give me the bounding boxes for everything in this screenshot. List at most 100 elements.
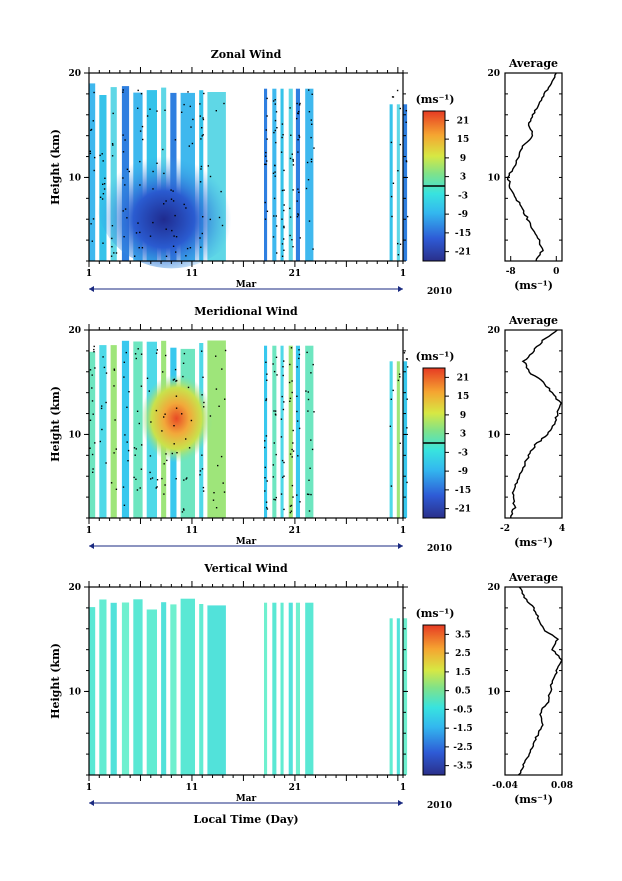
data-column: [133, 599, 143, 775]
data-column: [396, 361, 400, 518]
data-column: [288, 88, 293, 261]
data-column: [288, 602, 293, 775]
average-x-tick-label: 4: [559, 524, 565, 534]
colorbar-unit: (ms⁻¹): [416, 93, 455, 106]
average-profile-line: [517, 586, 563, 776]
average-frame: [504, 329, 563, 519]
colorbar-tick-label: 3.5: [455, 630, 471, 640]
x-tick-label: 1: [400, 269, 406, 279]
data-column: [389, 361, 393, 518]
y-axis-label: Height (km): [49, 129, 62, 205]
zero-contour: [89, 89, 409, 257]
month-label: Mar: [236, 537, 257, 547]
data-column: [280, 602, 284, 775]
y-axis-label: Height (km): [49, 386, 62, 462]
colorbar-tick-label: 1.5: [455, 668, 471, 678]
average-y-tick-label: 20: [487, 326, 500, 336]
data-column: [99, 345, 107, 518]
wind-core: [131, 369, 222, 479]
x-tick-label: 1: [86, 526, 92, 536]
month-label: Mar: [236, 794, 257, 804]
average-y-tick-label: 10: [487, 430, 500, 440]
data-column: [295, 88, 300, 261]
data-column: [288, 345, 293, 518]
average-y-tick-label: 10: [487, 687, 500, 697]
colorbar-tick-label: -21: [455, 505, 471, 515]
colorbar-tick-label: 21: [457, 116, 470, 126]
colorbar-tick-label: -1.5: [453, 724, 472, 734]
x-tick-label: 1: [400, 526, 406, 536]
x-tick-label: 11: [186, 526, 199, 536]
average-y-tick-label: 20: [487, 583, 500, 593]
average-x-tick-label: 0.08: [551, 781, 573, 791]
data-column: [121, 340, 130, 518]
colorbar-tick-label: -3: [458, 448, 468, 458]
average-frame: [504, 586, 563, 776]
y-tick-label: 10: [68, 173, 81, 183]
y-axis-label: Height (km): [49, 643, 62, 719]
colorbar-tick-label: -3.5: [453, 762, 472, 772]
colorbar-tick-label: 9: [460, 154, 466, 164]
x-tick-label: 11: [186, 269, 199, 279]
x-tick-label: 1: [86, 269, 92, 279]
data-column: [389, 104, 393, 261]
data-column: [280, 345, 284, 518]
data-column: [305, 602, 314, 775]
colorbar-tick-label: 3: [460, 430, 466, 440]
x-tick-label: 1: [86, 783, 92, 793]
colorbar-tick-label: 9: [460, 411, 466, 421]
colorbar-tick-label: 3: [460, 173, 466, 183]
data-column: [121, 602, 130, 775]
colorbar-tick-label: 21: [457, 373, 470, 383]
data-column: [110, 602, 117, 775]
average-title: Average: [508, 571, 558, 584]
data-column: [403, 361, 408, 518]
average-y-tick-label: 20: [487, 69, 500, 79]
data-column: [99, 599, 107, 775]
data-column: [89, 607, 96, 775]
colorbar-tick-label: -9: [458, 467, 468, 477]
data-column: [207, 605, 226, 775]
data-column: [89, 83, 96, 262]
data-column: [305, 345, 314, 518]
average-x-tick-label: 0: [553, 267, 559, 277]
y-tick-label: 20: [68, 583, 81, 593]
colorbar-tick-label: -21: [455, 248, 471, 258]
colorbar-tick-label: 15: [457, 392, 470, 402]
colorbar-tick-label: -0.5: [453, 705, 472, 715]
zero-contour: [89, 345, 409, 514]
year-label: 2010: [427, 544, 452, 554]
average-profile-line: [510, 329, 563, 519]
plot-frame: [88, 329, 404, 519]
y-tick-label: 10: [68, 687, 81, 697]
data-column: [389, 618, 393, 775]
data-column: [295, 602, 300, 775]
x-tick-label: 21: [289, 269, 302, 279]
y-tick-label: 20: [68, 326, 81, 336]
colorbar-tick-label: -3: [458, 191, 468, 201]
y-tick-label: 10: [68, 430, 81, 440]
year-label: 2010: [427, 287, 452, 297]
colorbar-tick-label: -9: [458, 210, 468, 220]
data-column: [264, 88, 268, 261]
data-column: [396, 618, 400, 775]
data-column: [403, 104, 408, 261]
y-tick-label: 20: [68, 69, 81, 79]
data-column: [272, 345, 277, 518]
colorbar: [422, 624, 446, 776]
average-x-tick-label: -8: [506, 267, 516, 277]
average-x-label: (ms⁻¹): [514, 793, 553, 806]
data-column: [305, 88, 314, 261]
wind-core: [96, 128, 247, 269]
panel-title: Zonal Wind: [211, 48, 282, 61]
data-column: [264, 345, 268, 518]
data-column: [280, 88, 284, 261]
data-column: [199, 604, 204, 775]
colorbar-tick-label: -2.5: [453, 743, 472, 753]
colorbar-tick-label: 15: [457, 135, 470, 145]
average-title: Average: [508, 57, 558, 70]
data-column: [295, 345, 300, 518]
colorbar-unit: (ms⁻¹): [416, 607, 455, 620]
